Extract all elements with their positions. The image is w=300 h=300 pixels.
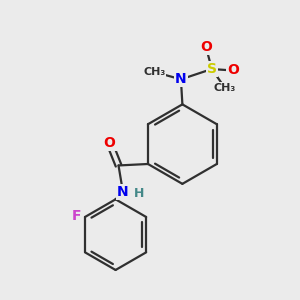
Text: N: N bbox=[175, 72, 187, 86]
Text: CH₃: CH₃ bbox=[143, 67, 166, 77]
Text: H: H bbox=[134, 187, 144, 200]
Text: CH₃: CH₃ bbox=[214, 83, 236, 93]
Text: F: F bbox=[71, 208, 81, 223]
Text: O: O bbox=[200, 40, 212, 54]
Text: O: O bbox=[104, 136, 116, 150]
Text: N: N bbox=[117, 185, 129, 199]
Text: O: O bbox=[227, 64, 239, 77]
Text: S: S bbox=[207, 62, 217, 76]
